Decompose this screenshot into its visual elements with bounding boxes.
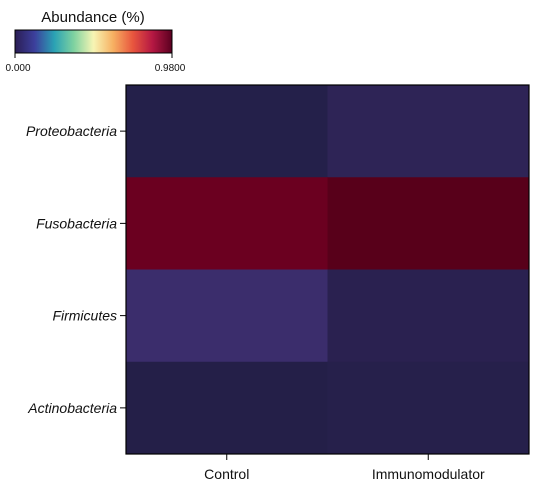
x-tick-label-control: Control: [204, 466, 249, 482]
x-axis: Control Immunomodulator: [204, 454, 485, 482]
y-tick-label-fusobacteria: Fusobacteria: [36, 215, 117, 231]
x-tick-label-immunomodulator: Immunomodulator: [372, 466, 485, 482]
heatmap-cells: [126, 85, 530, 455]
colorbar-max-label: 0.9800: [155, 63, 186, 74]
y-tick-label-actinobacteria: Actinobacteria: [27, 400, 117, 416]
colorbar-gradient: [14, 29, 173, 54]
heatmap-cell-actinobacteria-control: [126, 361, 328, 455]
y-tick-label-firmicutes: Firmicutes: [52, 308, 117, 324]
y-tick-label-proteobacteria: Proteobacteria: [26, 123, 117, 139]
heatmap-cell-proteobacteria-immunomodulator: [327, 85, 530, 178]
heatmap-cell-firmicutes-immunomodulator: [327, 269, 530, 363]
heatmap-cell-fusobacteria-immunomodulator: [327, 177, 530, 270]
colorbar-title: Abundance (%): [41, 9, 144, 26]
heatmap-cell-fusobacteria-control: [126, 177, 328, 270]
plot-frame: [125, 84, 530, 455]
heatmap-cell-firmicutes-control: [126, 269, 328, 363]
heatmap-cell-actinobacteria-immunomodulator: [327, 361, 530, 455]
colorbar-min-label: 0.000: [5, 63, 30, 74]
heatmap-cell-proteobacteria-control: [126, 85, 328, 178]
y-axis: Proteobacteria Fusobacteria Firmicutes Acti…: [26, 123, 126, 416]
